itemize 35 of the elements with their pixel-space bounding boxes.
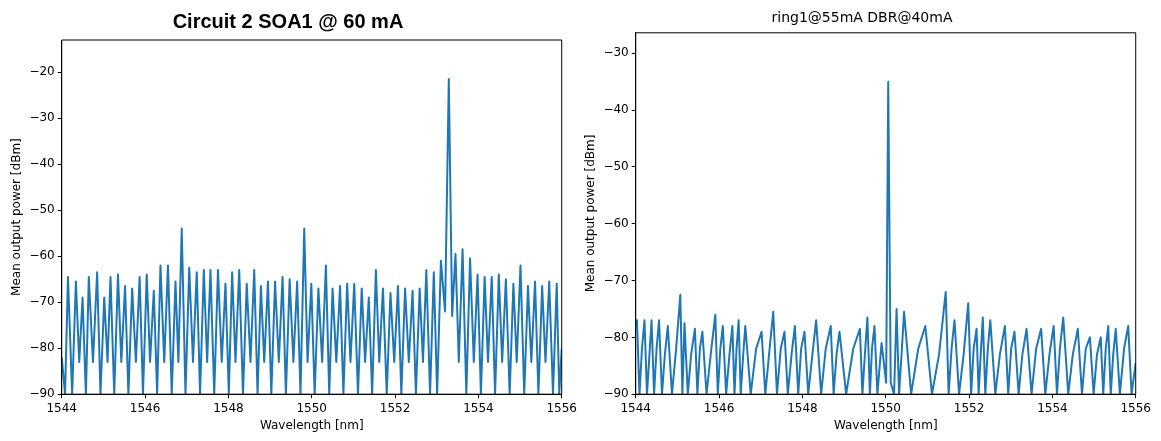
y-tick-label: −90 xyxy=(29,386,55,401)
x-tick-label: 1556 xyxy=(1120,400,1151,415)
y-tick-label: −30 xyxy=(29,110,55,125)
x-axis-title: Wavelength [nm] xyxy=(259,417,364,432)
x-tick-label: 1544 xyxy=(46,400,77,415)
chart-title: Circuit 2 SOA1 @ 60 mA xyxy=(172,9,404,32)
x-tick-label: 1546 xyxy=(129,400,161,415)
x-tick-label: 1546 xyxy=(703,400,735,415)
x-tick-label: 1554 xyxy=(1037,400,1068,415)
x-tick-label: 1544 xyxy=(620,400,651,415)
y-tick-label: −60 xyxy=(603,215,629,230)
y-tick-label: −80 xyxy=(29,340,55,355)
y-tick-label: −80 xyxy=(603,329,629,344)
x-tick-label: 1554 xyxy=(463,400,494,415)
x-tick-label: 1552 xyxy=(379,400,411,415)
chart-title: ring1@55mA DBR@40mA xyxy=(771,9,953,26)
x-tick-label: 1548 xyxy=(213,400,244,415)
x-tick-label: 1550 xyxy=(870,400,901,415)
y-tick-label: −20 xyxy=(29,64,55,79)
y-tick-label: −70 xyxy=(603,272,629,287)
y-tick-label: −50 xyxy=(603,159,629,174)
x-tick-label: 1556 xyxy=(546,400,577,415)
x-tick-label: 1550 xyxy=(296,400,327,415)
x-tick-label: 1548 xyxy=(787,400,818,415)
y-tick-label: −90 xyxy=(603,386,629,401)
y-tick-label: −40 xyxy=(603,102,629,117)
x-axis-title: Wavelength [nm] xyxy=(833,417,938,432)
y-axis-title: Mean output power [dBm] xyxy=(9,138,24,296)
x-tick-label: 1552 xyxy=(953,400,985,415)
y-tick-label: −60 xyxy=(29,248,55,263)
y-tick-label: −40 xyxy=(29,156,55,171)
y-tick-label: −70 xyxy=(29,294,55,309)
y-axis-title: Mean output power [dBm] xyxy=(583,134,598,293)
y-tick-label: −30 xyxy=(603,45,629,60)
y-tick-label: −50 xyxy=(29,202,55,217)
